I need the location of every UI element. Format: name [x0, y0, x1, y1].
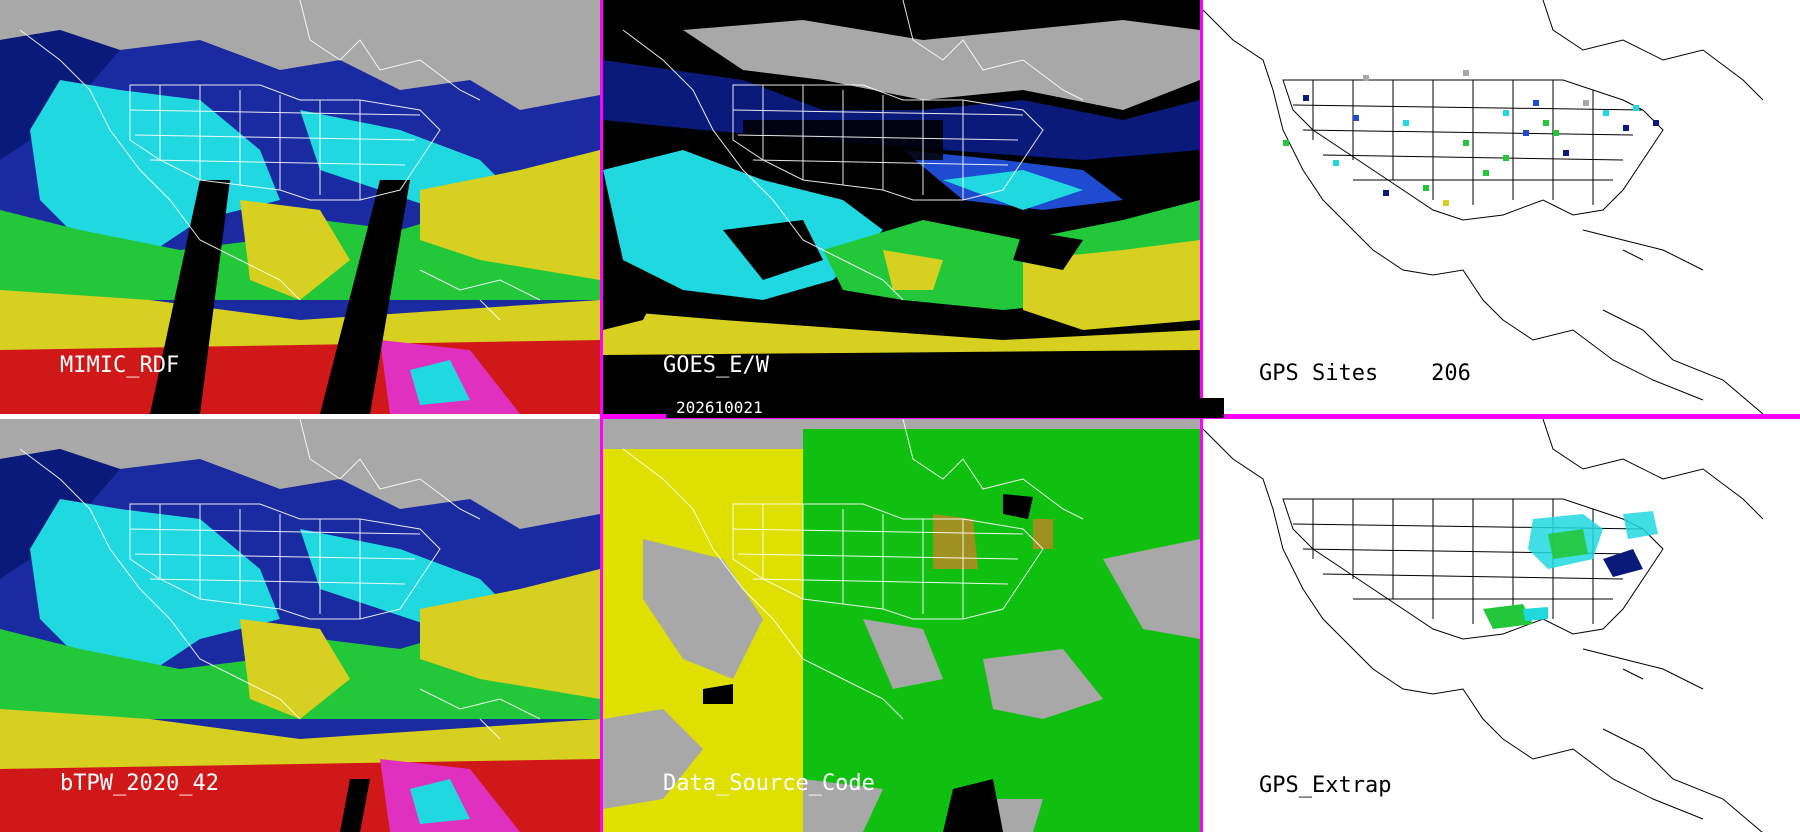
- goes-panel-label: GOES_E/W: [663, 353, 769, 378]
- btpw-map: [0, 419, 600, 832]
- gps-extrap-panel-label: GPS_Extrap: [1259, 773, 1392, 798]
- goes-tpw-map: [603, 0, 1200, 414]
- gps-sites-panel: GPS Sites 206: [1203, 0, 1800, 414]
- timestamp-bar: 202610021: [666, 398, 1224, 418]
- gps-sites-panel-label: GPS Sites 206: [1259, 361, 1471, 386]
- mimic-tpw-map: [0, 0, 600, 414]
- mimic-tpw-panel: MIMIC_RDF: [0, 0, 600, 414]
- data-source-map: [603, 419, 1200, 832]
- gps-extrap-map: [1203, 419, 1800, 832]
- mimic-panel-label: MIMIC_RDF: [60, 353, 180, 378]
- goes-tpw-panel: GOES_E/W: [603, 0, 1200, 414]
- data-source-panel: Data_Source_Code: [603, 419, 1200, 832]
- data-source-panel-label: Data_Source_Code: [663, 771, 875, 796]
- btpw-panel: bTPW_2020_42: [0, 419, 600, 832]
- gps-sites-map: [1203, 0, 1800, 414]
- timestamp-text: 202610021: [676, 398, 763, 417]
- btpw-panel-label: bTPW_2020_42: [60, 771, 219, 796]
- gps-extrap-panel: GPS_Extrap: [1203, 419, 1800, 832]
